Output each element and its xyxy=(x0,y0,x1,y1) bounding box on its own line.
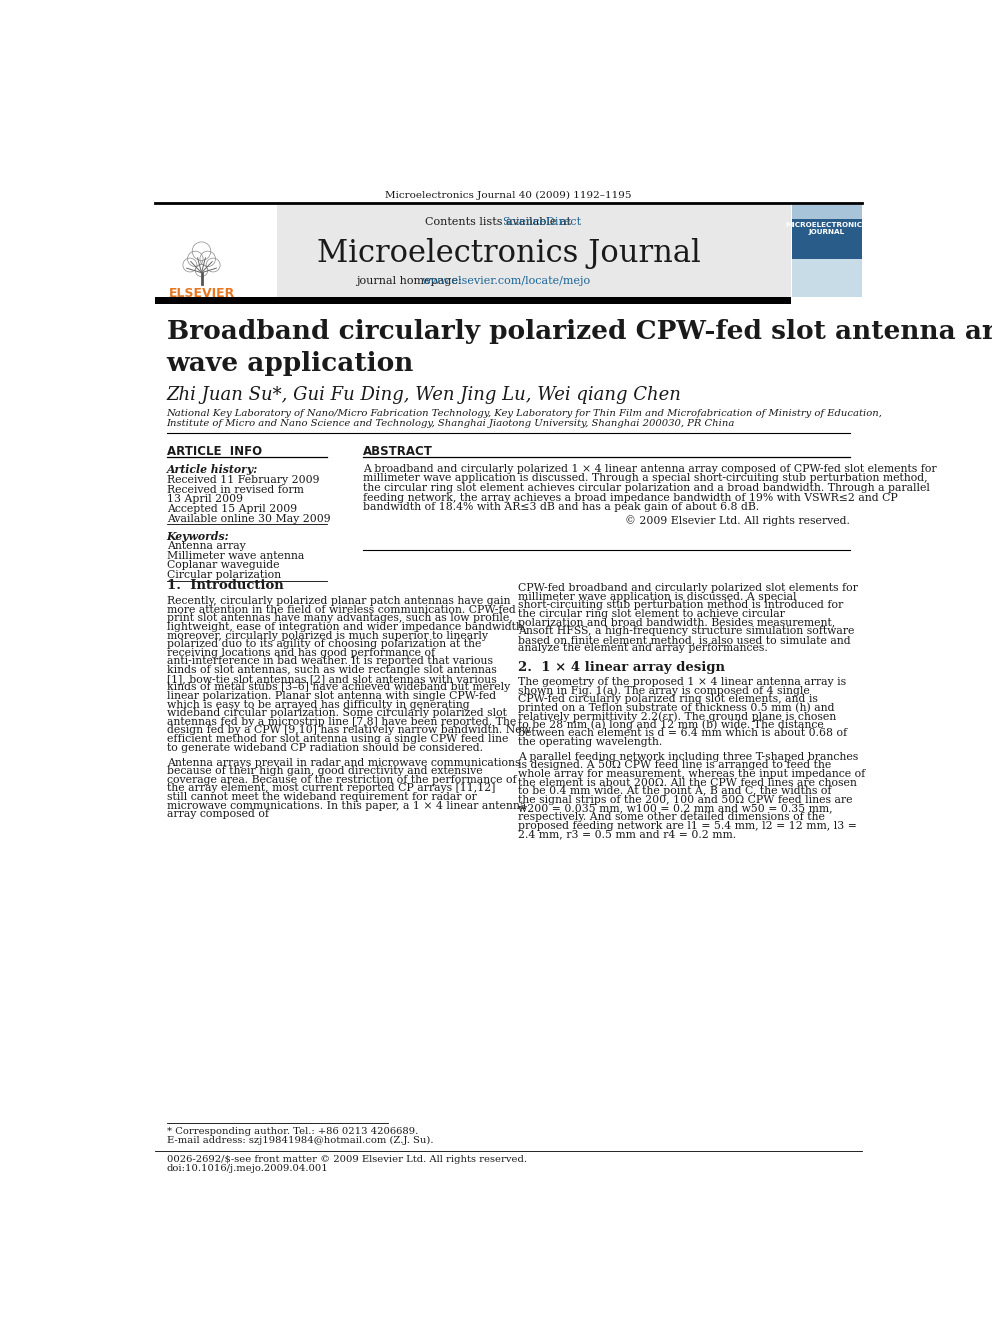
Text: Keywords:: Keywords: xyxy=(167,531,229,542)
Text: the circular ring slot element to achieve circular: the circular ring slot element to achiev… xyxy=(518,609,785,619)
Text: short-circuiting stub perturbation method is introduced for: short-circuiting stub perturbation metho… xyxy=(518,601,843,610)
Text: efficient method for slot antenna using a single CPW feed line: efficient method for slot antenna using … xyxy=(167,734,508,744)
Text: the element is about 200Ω. All the CPW feed lines are chosen: the element is about 200Ω. All the CPW f… xyxy=(518,778,856,787)
Text: based on finite element method, is also used to simulate and: based on finite element method, is also … xyxy=(518,635,850,644)
Text: ARTICLE  INFO: ARTICLE INFO xyxy=(167,446,262,458)
Text: The geometry of the proposed 1 × 4 linear antenna array is: The geometry of the proposed 1 × 4 linea… xyxy=(518,676,846,687)
Text: coverage area. Because of the restriction of the performance of: coverage area. Because of the restrictio… xyxy=(167,775,516,785)
Text: bandwidth of 18.4% with AR≤3 dB and has a peak gain of about 6.8 dB.: bandwidth of 18.4% with AR≤3 dB and has … xyxy=(363,503,759,512)
Text: Available online 30 May 2009: Available online 30 May 2009 xyxy=(167,513,330,524)
Text: Contents lists available at: Contents lists available at xyxy=(425,217,574,228)
Text: printed on a Teflon substrate of thickness 0.5 mm (h) and: printed on a Teflon substrate of thickne… xyxy=(518,703,834,713)
Text: Antenna arrays prevail in radar and microwave communications: Antenna arrays prevail in radar and micr… xyxy=(167,758,520,767)
Text: ScienceDirect: ScienceDirect xyxy=(502,217,581,228)
Text: 2.4 mm, r3 = 0.5 mm and r4 = 0.2 mm.: 2.4 mm, r3 = 0.5 mm and r4 = 0.2 mm. xyxy=(518,830,736,839)
Text: more attention in the field of wireless communication. CPW-fed: more attention in the field of wireless … xyxy=(167,605,516,615)
Text: Institute of Micro and Nano Science and Technology, Shanghai Jiaotong University: Institute of Micro and Nano Science and … xyxy=(167,419,735,429)
Text: the circular ring slot element achieves circular polarization and a broad bandwi: the circular ring slot element achieves … xyxy=(363,483,930,493)
Text: lightweight, ease of integration and wider impedance bandwidth,: lightweight, ease of integration and wid… xyxy=(167,622,526,632)
Text: Article history:: Article history: xyxy=(167,463,258,475)
Text: 1.  Introduction: 1. Introduction xyxy=(167,579,284,593)
Text: 0026-2692/$-see front matter © 2009 Elsevier Ltd. All rights reserved.: 0026-2692/$-see front matter © 2009 Else… xyxy=(167,1155,527,1164)
Text: © 2009 Elsevier Ltd. All rights reserved.: © 2009 Elsevier Ltd. All rights reserved… xyxy=(625,515,850,525)
Text: whole array for measurement, whereas the input impedance of: whole array for measurement, whereas the… xyxy=(518,769,865,779)
Text: journal homepage:: journal homepage: xyxy=(356,275,465,286)
Text: [1], bow-tie slot antennas [2] and slot antennas with various: [1], bow-tie slot antennas [2] and slot … xyxy=(167,673,496,684)
Text: linear polarization. Planar slot antenna with single CPW-fed: linear polarization. Planar slot antenna… xyxy=(167,691,496,701)
Text: design fed by a CPW [9,10] has relatively narrow bandwidth. New: design fed by a CPW [9,10] has relativel… xyxy=(167,725,531,736)
Text: Microelectronics Journal 40 (2009) 1192–1195: Microelectronics Journal 40 (2009) 1192–… xyxy=(385,191,632,200)
Text: CPW-fed broadband and circularly polarized slot elements for: CPW-fed broadband and circularly polariz… xyxy=(518,583,857,593)
Text: 13 April 2009: 13 April 2009 xyxy=(167,495,243,504)
Text: E-mail address: szj19841984@hotmail.com (Z.J. Su).: E-mail address: szj19841984@hotmail.com … xyxy=(167,1136,434,1144)
Text: the signal strips of the 200, 100 and 50Ω CPW feed lines are: the signal strips of the 200, 100 and 50… xyxy=(518,795,852,804)
Text: Zhi Juan Su*, Gui Fu Ding, Wen Jing Lu, Wei qiang Chen: Zhi Juan Su*, Gui Fu Ding, Wen Jing Lu, … xyxy=(167,386,682,404)
Text: Accepted 15 April 2009: Accepted 15 April 2009 xyxy=(167,504,297,515)
Text: A parallel feeding network including three T-shaped branches: A parallel feeding network including thr… xyxy=(518,751,858,762)
Text: polarization and broad bandwidth. Besides measurement,: polarization and broad bandwidth. Beside… xyxy=(518,618,835,627)
Text: Recently, circularly polarized planar patch antennas have gain: Recently, circularly polarized planar pa… xyxy=(167,597,510,606)
Text: Circular polarization: Circular polarization xyxy=(167,570,281,579)
Text: wideband circular polarization. Some circularly polarized slot: wideband circular polarization. Some cir… xyxy=(167,708,507,718)
Text: www.elsevier.com/locate/mejo: www.elsevier.com/locate/mejo xyxy=(422,275,590,286)
Text: * Corresponding author. Tel.: +86 0213 4206689.: * Corresponding author. Tel.: +86 0213 4… xyxy=(167,1127,418,1135)
Text: Ansoft HFSS, a high-frequency structure simulation software: Ansoft HFSS, a high-frequency structure … xyxy=(518,626,854,636)
Text: Broadband circularly polarized CPW-fed slot antenna array for millimeter
wave ap: Broadband circularly polarized CPW-fed s… xyxy=(167,319,992,376)
Text: w200 = 0.035 mm, w100 = 0.2 mm and w50 = 0.35 mm,: w200 = 0.035 mm, w100 = 0.2 mm and w50 =… xyxy=(518,803,832,814)
Text: analyze the element and array performances.: analyze the element and array performanc… xyxy=(518,643,768,654)
Text: millimeter wave application is discussed. A special: millimeter wave application is discussed… xyxy=(518,591,797,602)
FancyBboxPatch shape xyxy=(792,218,862,259)
Text: to generate wideband CP radiation should be considered.: to generate wideband CP radiation should… xyxy=(167,742,483,753)
Text: millimeter wave application is discussed. Through a special short-circuiting stu: millimeter wave application is discussed… xyxy=(363,474,928,483)
Text: Antenna array: Antenna array xyxy=(167,541,245,552)
Text: shown in Fig. 1(a). The array is composed of 4 single: shown in Fig. 1(a). The array is compose… xyxy=(518,685,809,696)
Text: National Key Laboratory of Nano/Micro Fabrication Technology, Key Laboratory for: National Key Laboratory of Nano/Micro Fa… xyxy=(167,409,883,418)
Text: polarized duo to its agility of choosing polarization at the: polarized duo to its agility of choosing… xyxy=(167,639,481,650)
Text: because of their high gain, good directivity and extensive: because of their high gain, good directi… xyxy=(167,766,482,777)
Text: print slot antennas have many advantages, such as low profile,: print slot antennas have many advantages… xyxy=(167,614,513,623)
Text: proposed feeding network are l1 = 5.4 mm, l2 = 12 mm, l3 =: proposed feeding network are l1 = 5.4 mm… xyxy=(518,820,856,831)
Text: the array element, most current reported CP arrays [11,12]: the array element, most current reported… xyxy=(167,783,495,794)
Text: to be 0.4 mm wide. At the point A, B and C, the widths of: to be 0.4 mm wide. At the point A, B and… xyxy=(518,786,831,796)
Text: which is easy to be arrayed has difficulty in generating: which is easy to be arrayed has difficul… xyxy=(167,700,469,709)
Text: microwave communications. In this paper, a 1 × 4 linear antenna: microwave communications. In this paper,… xyxy=(167,800,526,811)
Text: ELSEVIER: ELSEVIER xyxy=(169,287,235,299)
Text: 2.  1 × 4 linear array design: 2. 1 × 4 linear array design xyxy=(518,662,725,675)
Text: CPW-fed circularly polarized ring slot elements, and is: CPW-fed circularly polarized ring slot e… xyxy=(518,693,817,704)
Text: respectively. And some other detailed dimensions of the: respectively. And some other detailed di… xyxy=(518,812,824,822)
Text: doi:10.1016/j.mejo.2009.04.001: doi:10.1016/j.mejo.2009.04.001 xyxy=(167,1164,328,1174)
Text: kinds of slot antennas, such as wide rectangle slot antennas: kinds of slot antennas, such as wide rec… xyxy=(167,665,496,675)
Text: still cannot meet the wideband requirement for radar or: still cannot meet the wideband requireme… xyxy=(167,792,476,802)
Text: ABSTRACT: ABSTRACT xyxy=(363,446,433,458)
FancyBboxPatch shape xyxy=(155,205,791,298)
Text: relatively permittivity 2.2(εr). The ground plane is chosen: relatively permittivity 2.2(εr). The gro… xyxy=(518,712,836,722)
Text: moreover, circularly polarized is much superior to linearly: moreover, circularly polarized is much s… xyxy=(167,631,488,640)
FancyBboxPatch shape xyxy=(792,259,862,298)
Text: Microelectronics Journal: Microelectronics Journal xyxy=(316,238,700,269)
Text: Millimeter wave antenna: Millimeter wave antenna xyxy=(167,550,304,561)
Text: to be 28 mm (a) long and 12 mm (b) wide. The distance: to be 28 mm (a) long and 12 mm (b) wide.… xyxy=(518,720,823,730)
Text: array composed of: array composed of xyxy=(167,810,269,819)
Text: between each element is d = 6.4 mm which is about 0.68 of: between each element is d = 6.4 mm which… xyxy=(518,729,847,738)
Text: receiving locations and has good performance of: receiving locations and has good perform… xyxy=(167,648,434,658)
Text: is designed. A 50Ω CPW feed line is arranged to feed the: is designed. A 50Ω CPW feed line is arra… xyxy=(518,761,831,770)
Text: antennas fed by a microstrip line [7,8] have been reported. The: antennas fed by a microstrip line [7,8] … xyxy=(167,717,516,726)
FancyBboxPatch shape xyxy=(155,205,278,298)
FancyBboxPatch shape xyxy=(792,205,862,298)
FancyBboxPatch shape xyxy=(155,298,791,304)
Text: Received in revised form: Received in revised form xyxy=(167,484,304,495)
Text: Received 11 February 2009: Received 11 February 2009 xyxy=(167,475,319,486)
Text: MICROELECTRONICS
JOURNAL: MICROELECTRONICS JOURNAL xyxy=(786,222,868,235)
Text: the operating wavelength.: the operating wavelength. xyxy=(518,737,662,747)
Text: feeding network, the array achieves a broad impedance bandwidth of 19% with VSWR: feeding network, the array achieves a br… xyxy=(363,492,898,503)
Text: kinds of metal stubs [3–6] have achieved wideband but merely: kinds of metal stubs [3–6] have achieved… xyxy=(167,683,510,692)
Text: Coplanar waveguide: Coplanar waveguide xyxy=(167,561,279,570)
Text: A broadband and circularly polarized 1 × 4 linear antenna array composed of CPW-: A broadband and circularly polarized 1 ×… xyxy=(363,463,936,474)
Text: anti-interference in bad weather. It is reported that various: anti-interference in bad weather. It is … xyxy=(167,656,493,667)
